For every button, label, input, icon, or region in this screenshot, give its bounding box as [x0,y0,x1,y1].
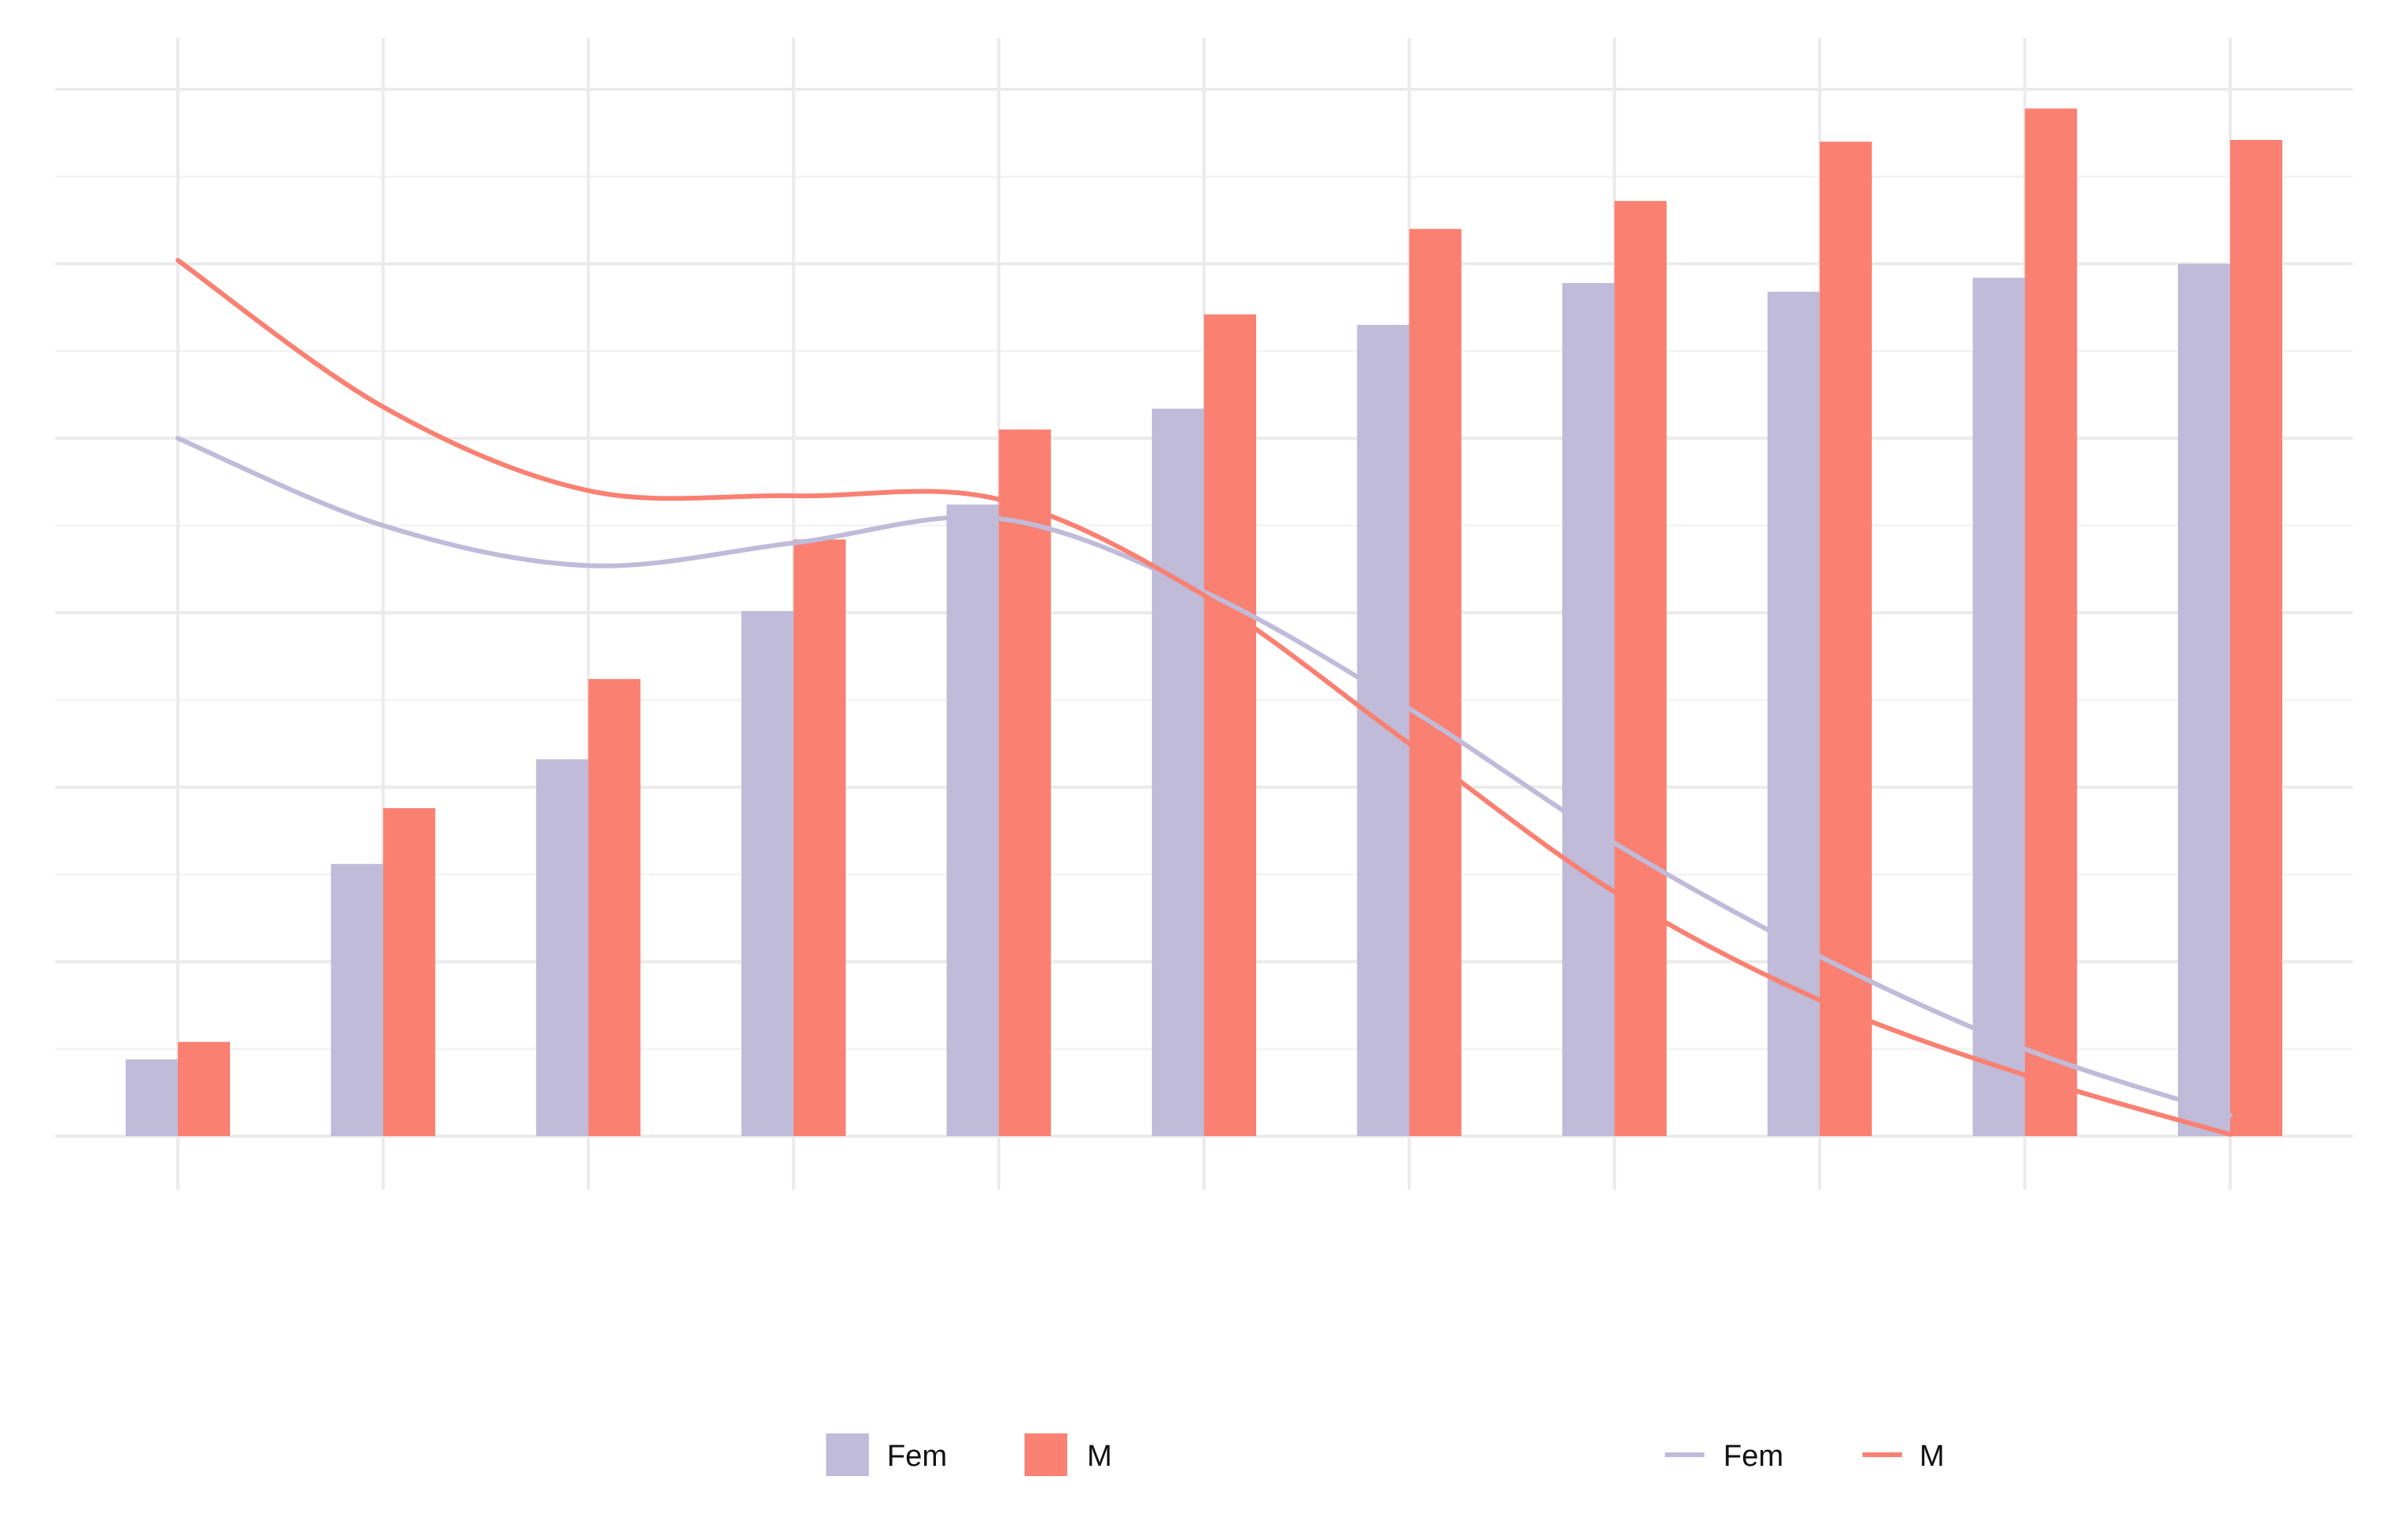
line-fem [176,436,2232,1118]
bar-m-7 [1409,228,1462,1136]
legend-line-label-m: M [1919,1440,1945,1473]
bar-m-1 [178,1041,230,1136]
bar-m-11 [2230,139,2282,1137]
bar-m-10 [2025,108,2078,1137]
legend-bar-key-fem [826,1433,869,1476]
bar-fem-1 [126,1059,178,1136]
bar-m-2 [383,808,436,1136]
legend-bar-key-m [1025,1433,1067,1476]
legend-bar-label-m: M [1087,1440,1112,1473]
bar-fem-2 [330,863,383,1136]
bar-fem-9 [1767,291,1820,1136]
bar-m-8 [1614,201,1667,1136]
bar-m-6 [1204,314,1256,1136]
bar-fem-6 [1152,408,1204,1136]
bar-m-5 [998,429,1051,1136]
bars [126,108,2282,1137]
bar-fem-11 [2178,263,2230,1137]
bar-fem-4 [741,610,794,1136]
bar-m-3 [588,678,641,1136]
legend-line-label-fem: Fem [1723,1440,1783,1473]
bar-fem-5 [946,504,999,1136]
legend-lines: Fem M [1665,1440,1945,1473]
legend-bars: Fem M [826,1433,1112,1476]
bar-m-4 [793,539,846,1136]
bar-m-9 [1819,142,1872,1137]
bar-fem-10 [1972,278,2025,1136]
bar-fem-8 [1562,282,1615,1137]
bar-fem-7 [1357,324,1410,1136]
bar-fem-3 [536,759,589,1136]
lines [176,258,2232,1137]
line-m [176,258,2232,1137]
legend-bar-label-fem: Fem [887,1440,947,1473]
